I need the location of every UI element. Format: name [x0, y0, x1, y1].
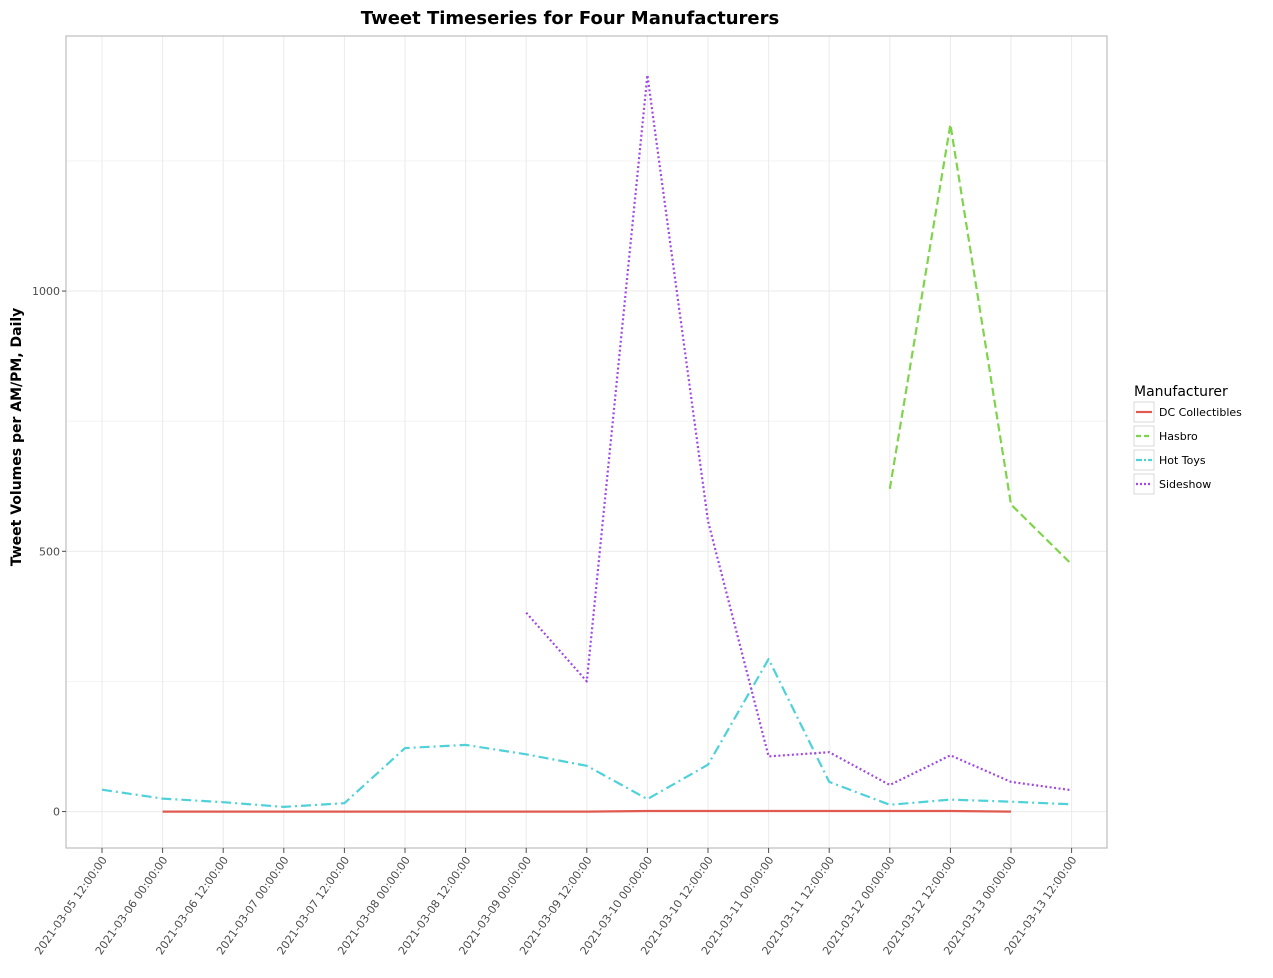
legend-item-label: Hasbro — [1159, 430, 1198, 443]
legend-title: Manufacturer — [1134, 384, 1228, 400]
y-tick-label: 0 — [53, 806, 60, 819]
series-line-hot-toys — [101, 658, 1072, 808]
legend-item-label: DC Collectibles — [1159, 406, 1242, 419]
legend-item-label: Sideshow — [1159, 478, 1211, 491]
series-line-dc-collectibles — [162, 809, 1012, 813]
series-line-hasbro — [888, 123, 1073, 566]
y-tick-label: 1000 — [32, 285, 60, 298]
legend: DC Collectibles Hasbro Hot Toys Sideshow — [1133, 401, 1242, 495]
series-line-sideshow — [525, 73, 1072, 792]
legend-item-label: Hot Toys — [1159, 454, 1206, 467]
x-tick-label: 2021-03-13 12:00:00 — [1002, 854, 1080, 957]
y-tick-label: 500 — [39, 545, 60, 558]
y-axis-label: Tweet Volumes per AM/PM, Daily — [9, 308, 25, 567]
chart-title: Tweet Timeseries for Four Manufacturers — [361, 8, 779, 29]
